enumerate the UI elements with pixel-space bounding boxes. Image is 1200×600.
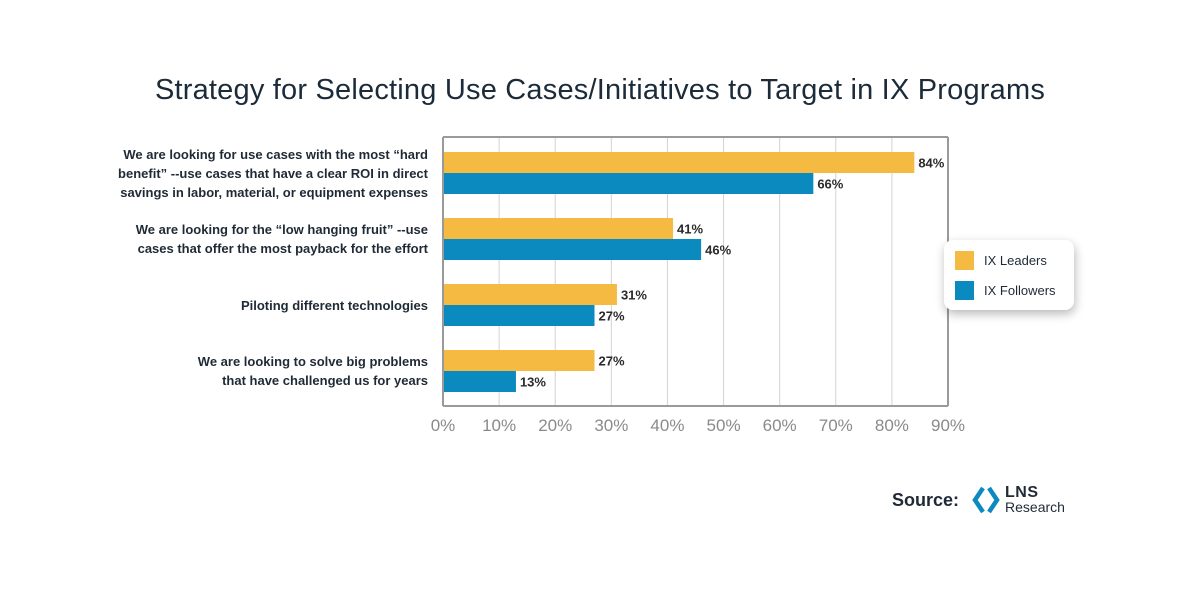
x-tick-label-80: 80%: [875, 416, 909, 435]
x-tick-label-70: 70%: [819, 416, 853, 435]
category-label-line: savings in labor, material, or equipment…: [120, 184, 428, 200]
x-tick-label-10: 10%: [482, 416, 516, 435]
data-label-leaders-1: 84%: [918, 156, 944, 171]
chart-title: Strategy for Selecting Use Cases/Initiat…: [154, 74, 1046, 106]
data-labels: 84% 66% 41%46% 31% 27% 27% 13%: [520, 156, 945, 390]
bar-followers-1: [443, 173, 814, 194]
x-tick-label-50: 50%: [707, 416, 741, 435]
hexagon-bracket-icon: [972, 486, 1000, 514]
bar-leaders-4: [443, 350, 595, 371]
data-label-followers-3: 27%: [599, 309, 625, 324]
category-label-3: Piloting different technologies: [98, 296, 428, 315]
bar-followers-4: [443, 371, 516, 392]
bar-followers-2: [443, 239, 702, 260]
legend-label-followers: IX Followers: [984, 283, 1056, 298]
category-label-line: benefit” --use cases that have a clear R…: [118, 165, 428, 181]
x-tick-label-60: 60%: [763, 416, 797, 435]
x-tick-labels: 0% 10% 20% 30% 40% 50% 60% 70% 80% 90%: [431, 416, 965, 435]
x-tick-label-20: 20%: [538, 416, 572, 435]
category-label-line: Piloting different technologies: [240, 297, 428, 313]
data-label-leaders-2: 41%: [677, 222, 703, 237]
category-label-1: We are looking for use cases with the mo…: [98, 145, 428, 202]
legend-swatch-leaders: [955, 251, 974, 270]
x-tick-label-0: 0%: [431, 416, 456, 435]
x-tick-label-30: 30%: [594, 416, 628, 435]
legend: IX Leaders IX Followers: [944, 240, 1074, 310]
data-label-followers-2: 46%: [705, 243, 731, 258]
lns-research-logo: LNS Research: [971, 485, 1065, 515]
data-label-followers-1: 66%: [817, 177, 843, 192]
category-label-4: We are looking to solve big problems that…: [98, 352, 428, 390]
bars: [443, 152, 915, 392]
category-label-line: that have challenged us for years: [222, 373, 428, 388]
x-tick-label-40: 40%: [650, 416, 684, 435]
category-label-line: We are looking for the “low hanging frui…: [135, 222, 428, 237]
legend-swatch-followers: [955, 281, 974, 300]
data-label-leaders-3: 31%: [621, 288, 647, 303]
legend-item-leaders: IX Leaders: [955, 251, 1047, 270]
legend-item-followers: IX Followers: [955, 281, 1056, 300]
x-tick-label-90: 90%: [931, 416, 965, 435]
bar-leaders-1: [443, 152, 915, 173]
bar-followers-3: [443, 305, 595, 326]
category-label-line: cases that offer the most payback for th…: [137, 241, 428, 256]
category-label-2: We are looking for the “low hanging frui…: [98, 220, 428, 258]
category-label-line: We are looking for use cases with the mo…: [123, 146, 428, 162]
bar-leaders-2: [443, 218, 674, 239]
logo-name: LNS: [1005, 484, 1039, 501]
category-label-line: We are looking to solve big problems: [197, 354, 428, 369]
data-label-followers-4: 13%: [520, 375, 546, 390]
source-label: Source:: [892, 489, 960, 510]
logo-subtitle: Research: [1005, 499, 1065, 515]
bar-leaders-3: [443, 284, 617, 305]
legend-label-leaders: IX Leaders: [984, 253, 1047, 268]
source-attribution: Source: LNS Research: [892, 485, 1065, 515]
data-label-leaders-4: 27%: [599, 354, 625, 369]
